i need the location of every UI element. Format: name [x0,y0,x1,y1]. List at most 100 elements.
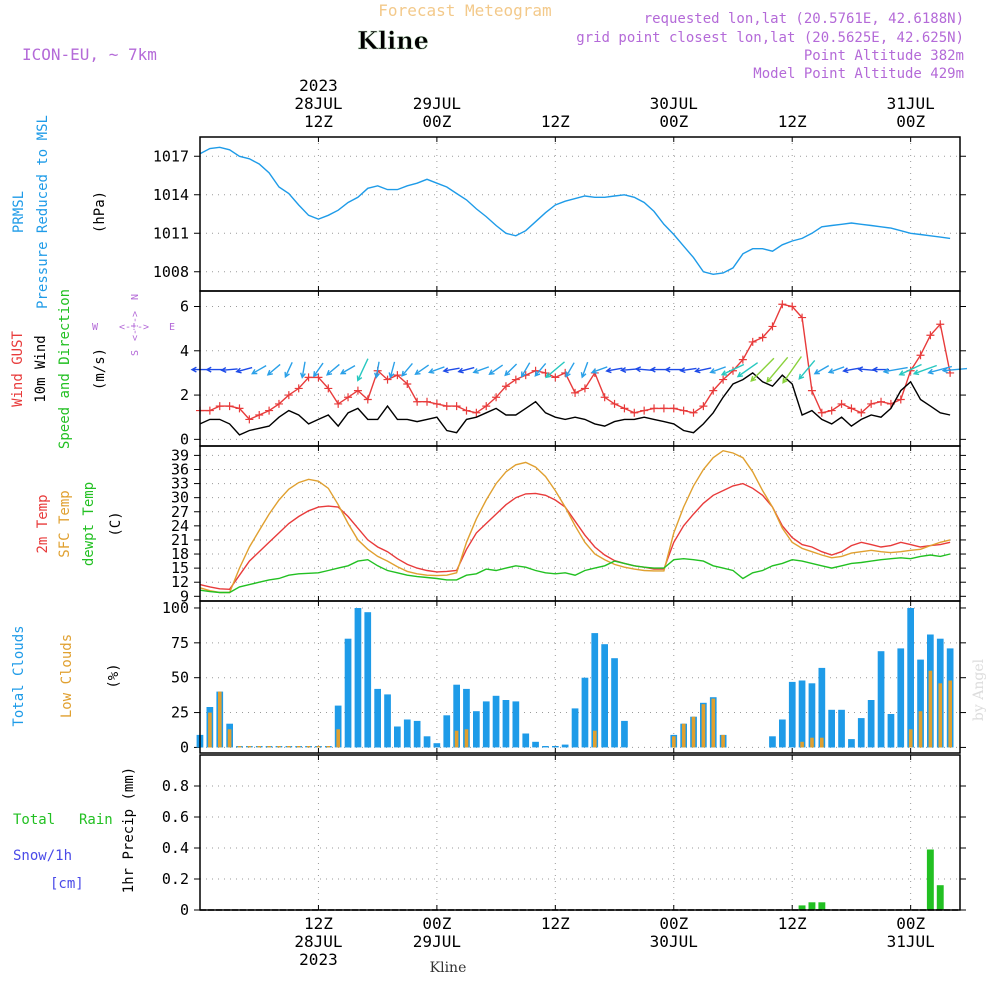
clouds-bar-total-clouds [917,659,924,748]
wind-arrow [856,366,875,373]
wind-panel: 0 2 4 6 [180,290,968,448]
clouds-bar-low-clouds [464,729,469,748]
gust-marker [472,408,481,417]
bottom-time-label: 00Z [422,914,451,933]
gust-marker [511,375,520,384]
y-tick-label: 27 [171,503,189,521]
bottom-time-label: 12Z [778,914,807,933]
gust-marker [403,380,412,388]
clouds-bar-total-clouds [907,608,914,748]
y-tick-label: 21 [171,531,189,549]
y-tick-label: 1014 [153,186,189,204]
wind-arrow [266,363,281,376]
clouds-bar-low-clouds [296,746,301,748]
bottom-time-label: 30JUL [650,932,698,951]
wind-arrow [414,364,430,376]
wind-side-label-speed: Speed and Direction [57,289,73,449]
y-tick-label: 12 [171,573,189,591]
gust-marker [798,313,807,322]
compass-horizontal-arrows: <-!-> [119,322,149,333]
clouds-bar-low-clouds [267,746,271,748]
clouds-bar-total-clouds [522,733,530,748]
top-time-label: 12Z [541,112,570,131]
clouds-bar-total-clouds [808,683,816,748]
top-time-label: 12Z [304,112,333,131]
wind-arrow [580,361,589,379]
gust-marker [235,404,244,413]
y-tick-label: 50 [171,669,189,687]
temp-unit-label: (C) [108,511,124,536]
clouds-bar-total-clouds [798,680,806,748]
top-time-label: 00Z [659,112,688,131]
bottom-time-label: 12Z [304,914,333,933]
y-tick-label: 100 [162,599,189,617]
gust-marker [255,411,264,419]
clouds-bar-total-clouds [394,726,401,748]
gust-marker [294,384,303,393]
gridpoint-coords: grid point closest lon,lat (20.5625E, 42… [576,30,964,46]
top-time-label: 00Z [422,112,451,131]
gust-marker [738,355,747,364]
bottom-time-label: 28JUL [294,932,342,951]
wind-arrow [927,365,953,375]
wind-arrow [356,358,369,382]
clouds-bar-low-clouds [454,730,459,748]
temp-side-label-dewpt: dewpt Temp [81,482,97,566]
wind-arrow [339,365,356,375]
clouds-bar-total-clouds [828,709,835,748]
gust-marker [304,373,313,382]
clouds-frame [199,600,961,754]
wind-arrow [251,365,267,375]
top-time-label: 30JUL [650,94,698,113]
y-tick-label: 30 [171,489,189,507]
wind-arrow [545,361,565,379]
gust-marker [788,302,797,311]
clouds-bar-total-clouds [857,718,865,748]
product-title: Forecast Meteogram [378,1,551,20]
gust-marker [245,415,254,424]
temperature-series-dewpt-temp [199,553,951,594]
clouds-panel: 0 25 50 75 100 [162,599,966,756]
wind-arrow [205,366,223,373]
precip-label-total: Total [13,812,55,828]
clouds-bar-low-clouds [672,736,676,748]
clouds-bar-low-clouds [316,746,321,748]
clouds-bar-total-clouds [601,644,608,748]
gust-marker [344,393,353,402]
y-tick-label: 0.2 [162,870,189,888]
compass-w: W [92,322,99,333]
wind-arrow [565,362,575,378]
gust-marker [492,393,501,402]
precipitation-bar-total-rain [798,905,806,910]
clouds-bar-total-clouds [838,709,845,748]
clouds-bar-total-clouds [492,695,500,748]
wind-arrow [664,366,682,373]
clouds-bar-total-clouds [364,612,372,748]
clouds-bar-low-clouds [928,670,933,748]
pressure-panel: 1008 1011 1014 1017 [153,136,966,292]
gust-marker [334,399,343,408]
temp-side-label-2m: 2m Temp [35,494,51,553]
gust-marker [462,406,471,415]
gust-marker [314,373,323,382]
clouds-bar-total-clouds [818,667,826,748]
gust-marker [807,386,816,395]
wind-arrow [941,367,968,374]
wind-arrow [388,361,396,379]
clouds-bar-low-clouds [800,741,804,748]
compass-vertical-arrows: <-!-> [130,311,141,341]
temperature-series-2m-temp [199,482,951,591]
wind-arrow [766,356,789,383]
bottom-time-label: 00Z [896,914,925,933]
gust-marker [817,408,826,417]
clouds-bar-total-clouds [473,711,480,748]
y-tick-label: 0 [180,901,189,919]
y-tick-label: 0.4 [162,839,189,857]
precip-label-cm: [cm] [50,876,84,892]
bottom-time-label: 2023 [299,950,338,969]
precipitation-frame [199,754,961,911]
gust-marker [768,322,777,331]
compass-rose: N S W E <-!-> <-!-> [92,294,175,356]
clouds-bar-total-clouds [552,746,559,748]
wind-arrow [325,363,340,376]
